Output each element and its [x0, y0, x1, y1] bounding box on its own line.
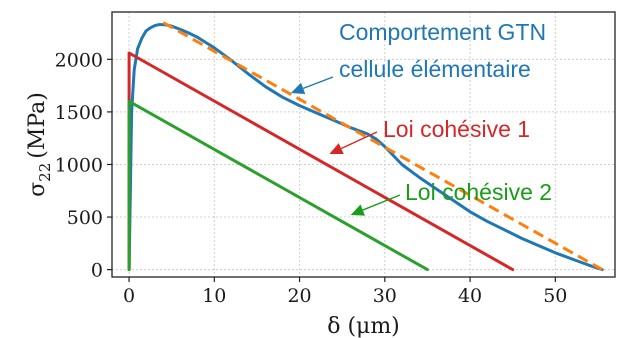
y-tick-label: 500: [67, 207, 103, 229]
annotation-text-2: Loi cohésive 2: [405, 179, 552, 205]
series-line-0: [127, 23, 604, 272]
y-tick-label: 1000: [55, 154, 103, 176]
y-axis-label-unit: (MPa): [25, 92, 50, 159]
y-tick-label: 2000: [55, 49, 103, 71]
x-tick-label: 20: [287, 285, 311, 307]
annotations: Comportement GTN cellule élémentaire Loi c…: [291, 19, 552, 216]
annotation-arrowhead-1: [329, 143, 344, 154]
y-tick-label: 1500: [55, 102, 103, 124]
x-axis-label: δ (μm): [327, 314, 400, 338]
annotation-arrowhead-0: [291, 82, 306, 94]
series-line-3: [127, 99, 429, 272]
y-tick-label: 0: [91, 260, 103, 282]
y-axis-label-subscript: 22: [36, 163, 54, 182]
annotation-text-0: Comportement GTN: [339, 19, 546, 45]
x-tick-label: 40: [458, 285, 482, 307]
annotation-arrowhead-2: [350, 204, 365, 216]
plot-frame: [111, 11, 616, 278]
grid: [112, 12, 615, 277]
series: [127, 21, 604, 272]
x-tick-label: 50: [543, 285, 567, 307]
annotation-text-0: cellule élémentaire: [339, 56, 531, 82]
series-line-2: [127, 51, 515, 272]
x-tick-label: 10: [202, 285, 226, 307]
annotation-text-1: Loi cohésive 1: [383, 116, 530, 142]
annotation-arrow-1: [340, 131, 378, 150]
x-tick-label: 0: [123, 285, 135, 307]
annotation-arrow-2: [362, 194, 401, 211]
annotation-arrow-0: [302, 76, 334, 90]
y-axis-label: σ22(MPa): [25, 92, 54, 197]
x-tick-label: 30: [373, 285, 397, 307]
